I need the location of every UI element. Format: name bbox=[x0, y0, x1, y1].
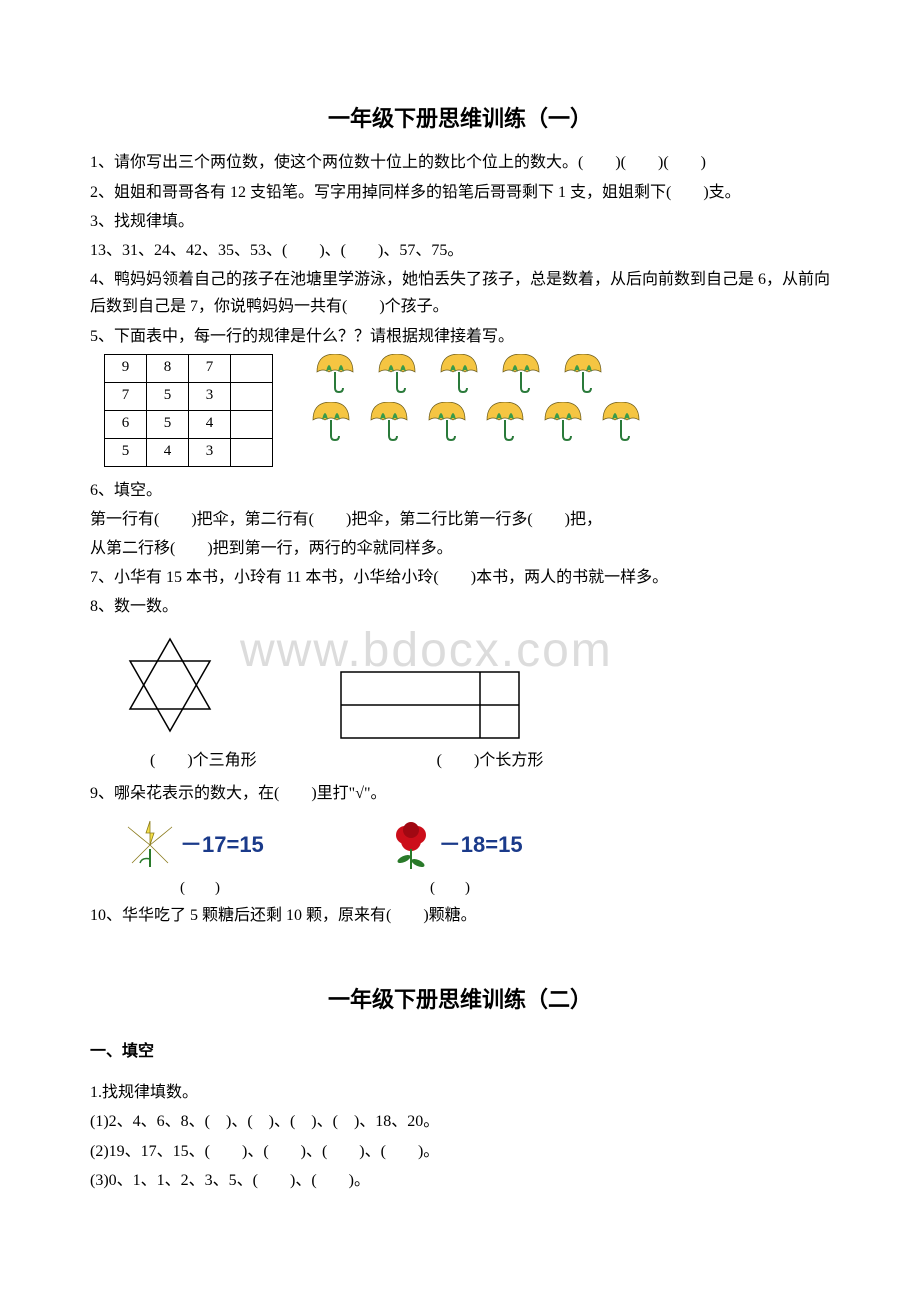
q5-table: 9 8 7 7 5 3 6 5 4 5 4 3 bbox=[104, 354, 273, 467]
table-cell: 3 bbox=[189, 438, 231, 466]
eq-left-text: －17=15 bbox=[180, 826, 264, 863]
table-row: 7 5 3 bbox=[105, 382, 273, 410]
q8-text: 8、数一数。 bbox=[90, 593, 830, 620]
umbrella-icon bbox=[541, 402, 585, 442]
w2-q1-3: (3)0、1、1、2、3、5、( )、( )。 bbox=[90, 1167, 830, 1194]
eq-right-text: －18=15 bbox=[439, 826, 523, 863]
table-cell: 5 bbox=[147, 410, 189, 438]
q5-row: 9 8 7 7 5 3 6 5 4 5 4 3 bbox=[90, 354, 830, 467]
q3b-text: 13、31、24、42、35、53、( )、( )、57、75。 bbox=[90, 237, 830, 264]
q6c-text: 从第二行移( )把到第一行，两行的伞就同样多。 bbox=[90, 535, 830, 562]
umbrella-container bbox=[313, 354, 643, 450]
worksheet1-title: 一年级下册思维训练（一） bbox=[90, 100, 830, 137]
star-of-david-icon bbox=[110, 631, 230, 741]
table-cell: 4 bbox=[189, 410, 231, 438]
rose-icon bbox=[384, 817, 439, 872]
umbrella-icon bbox=[561, 354, 605, 394]
table-cell: 6 bbox=[105, 410, 147, 438]
q8-tri-label: ( )个三角形 bbox=[150, 747, 257, 774]
table-cell: 5 bbox=[105, 438, 147, 466]
q9-equations: －17=15 －18=15 bbox=[120, 817, 830, 872]
w2-q1-2: (2)19、17、15、( )、( )、( )、( )。 bbox=[90, 1138, 830, 1165]
umbrella-icon bbox=[599, 402, 643, 442]
table-cell bbox=[231, 354, 273, 382]
table-cell: 9 bbox=[105, 354, 147, 382]
q7-text: 7、小华有 15 本书，小玲有 11 本书，小华给小玲( )本书，两人的书就一样… bbox=[90, 564, 830, 591]
table-cell bbox=[231, 410, 273, 438]
table-cell bbox=[231, 382, 273, 410]
umbrella-icon bbox=[375, 354, 419, 394]
q6b-text: 第一行有( )把伞，第二行有( )把伞，第二行比第一行多( )把， bbox=[90, 506, 830, 533]
page-content: 一年级下册思维训练（一） 1、请你写出三个两位数，使这个两位数十位上的数比个位上… bbox=[90, 100, 830, 1194]
table-row: 5 4 3 bbox=[105, 438, 273, 466]
table-cell: 8 bbox=[147, 354, 189, 382]
worksheet2-title: 一年级下册思维训练（二） bbox=[90, 981, 830, 1018]
q8-labels: ( )个三角形 ( )个长方形 bbox=[150, 747, 830, 774]
table-cell: 4 bbox=[147, 438, 189, 466]
umbrella-row-1 bbox=[313, 354, 643, 394]
rose-equation: －18=15 bbox=[384, 817, 523, 872]
umbrella-icon bbox=[367, 402, 411, 442]
w2-q1: 1.找规律填数。 bbox=[90, 1079, 830, 1106]
q5-text: 5、下面表中，每一行的规律是什么？？请根据规律接着写。 bbox=[90, 323, 830, 350]
q6a-text: 6、填空。 bbox=[90, 477, 830, 504]
table-cell: 7 bbox=[189, 354, 231, 382]
blank-left: ( ) bbox=[180, 876, 220, 902]
umbrella-icon bbox=[499, 354, 543, 394]
q9-text: 9、哪朵花表示的数大，在( )里打"√"。 bbox=[90, 780, 830, 807]
umbrella-icon bbox=[437, 354, 481, 394]
table-cell: 3 bbox=[189, 382, 231, 410]
table-row: 9 8 7 bbox=[105, 354, 273, 382]
table-cell bbox=[231, 438, 273, 466]
blank-right: ( ) bbox=[430, 876, 470, 902]
umbrella-icon bbox=[309, 402, 353, 442]
w2-q1-1: (1)2、4、6、8、( )、( )、( )、( )、18、20。 bbox=[90, 1108, 830, 1135]
q9-blanks: ( ) ( ) bbox=[180, 876, 830, 902]
umbrella-icon bbox=[483, 402, 527, 442]
q8-shapes bbox=[110, 631, 830, 741]
rectangle-grid-icon bbox=[340, 671, 520, 741]
spacer bbox=[90, 931, 830, 981]
q2-text: 2、姐姐和哥哥各有 12 支铅笔。写字用掉同样多的铅笔后哥哥剩下 1 支，姐姐剩… bbox=[90, 179, 830, 206]
q8-rect-label: ( )个长方形 bbox=[437, 747, 544, 774]
table-cell: 7 bbox=[105, 382, 147, 410]
table-cell: 5 bbox=[147, 382, 189, 410]
w2-section1: 一、填空 bbox=[90, 1038, 830, 1065]
lily-icon bbox=[120, 817, 180, 872]
q3a-text: 3、找规律填。 bbox=[90, 208, 830, 235]
q1-text: 1、请你写出三个两位数，使这个两位数十位上的数比个位上的数大。( )( )( ) bbox=[90, 149, 830, 176]
q10-text: 10、华华吃了 5 颗糖后还剩 10 颗，原来有( )颗糖。 bbox=[90, 902, 830, 929]
umbrella-icon bbox=[313, 354, 357, 394]
q4-text: 4、鸭妈妈领着自己的孩子在池塘里学游泳，她怕丢失了孩子，总是数着，从后向前数到自… bbox=[90, 266, 830, 320]
umbrella-icon bbox=[425, 402, 469, 442]
table-row: 6 5 4 bbox=[105, 410, 273, 438]
umbrella-row-2 bbox=[309, 402, 643, 442]
lily-equation: －17=15 bbox=[120, 817, 264, 872]
